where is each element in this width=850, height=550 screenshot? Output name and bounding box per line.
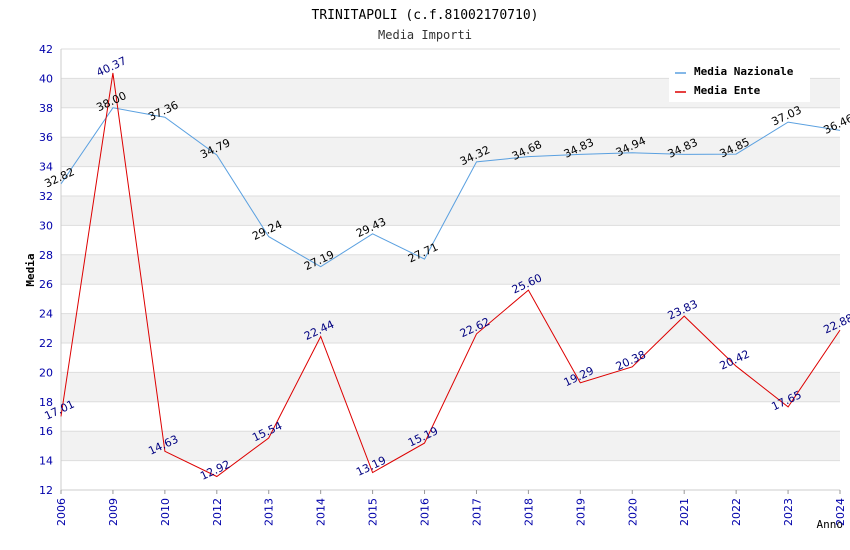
y-axis-ticks: 12 14 16 18 20 22 24 26 28 30 32 34 36 38 40 42 [39, 43, 53, 497]
y-tick-label: 22 [39, 337, 53, 350]
data-label-media-ente: 20.42 [718, 348, 752, 373]
background-band [61, 137, 840, 167]
y-tick-label: 12 [39, 484, 53, 497]
y-tick-label: 36 [39, 131, 53, 144]
x-tick-label: 2012 [211, 498, 224, 526]
legend-label-media-ente: Media Ente [694, 84, 761, 97]
y-tick-label: 38 [39, 102, 53, 115]
x-tick-label: 2010 [159, 498, 172, 526]
y-tick-label: 20 [39, 366, 53, 379]
data-label-media-ente: 20.38 [614, 348, 648, 373]
y-tick-label: 26 [39, 278, 53, 291]
x-tick-label: 2006 [55, 498, 68, 526]
background-band [61, 431, 840, 461]
background-band [61, 372, 840, 402]
y-tick-label: 18 [39, 396, 53, 409]
x-tick-label: 2019 [574, 498, 587, 526]
series-line-media-ente [60, 72, 841, 478]
y-tick-label: 40 [39, 72, 53, 85]
plot-gridlines [60, 48, 840, 491]
x-axis-label: Anno [817, 518, 844, 531]
x-tick-label: 2018 [522, 498, 535, 526]
background-band [61, 313, 840, 343]
data-label-media-nazionale: 36.46 [821, 112, 850, 137]
data-label-media-ente: 40.37 [94, 54, 128, 79]
series-line-media-nazionale [60, 107, 841, 268]
y-tick-label: 14 [39, 455, 53, 468]
y-tick-label: 34 [39, 161, 53, 174]
series-lines [60, 72, 841, 478]
x-tick-label: 2015 [367, 498, 380, 526]
x-tick-label: 2024 [834, 498, 847, 526]
y-tick-label: 32 [39, 190, 53, 203]
y-tick-label: 16 [39, 425, 53, 438]
legend: Media Nazionale Media Ente [669, 62, 810, 102]
chart-title: TRINITAPOLI (c.f.81002170710) [312, 8, 539, 23]
y-tick-label: 24 [39, 308, 53, 321]
x-tick-label: 2013 [263, 498, 276, 526]
y-axis-label: Media [24, 253, 37, 286]
chart-subtitle: Media Importi [378, 28, 472, 42]
x-tick-label: 2020 [626, 498, 639, 526]
x-tick-label: 2009 [107, 498, 120, 526]
y-tick-label: 28 [39, 249, 53, 262]
x-tick-label: 2022 [730, 498, 743, 526]
x-tick-label: 2017 [470, 498, 483, 526]
x-tick-label: 2014 [315, 498, 328, 526]
x-axis-ticks: 2006 2009 2010 2012 2013 2014 2015 2016 2017 2018… [55, 490, 847, 526]
y-tick-label: 30 [39, 219, 53, 232]
x-tick-label: 2023 [782, 498, 795, 526]
legend-box [669, 62, 810, 102]
data-label-media-ente: 12.92 [198, 458, 232, 483]
legend-label-media-nazionale: Media Nazionale [694, 65, 794, 78]
x-tick-label: 2016 [419, 498, 432, 526]
plot-background-bands [61, 78, 840, 461]
background-band [61, 254, 840, 285]
y-tick-label: 42 [39, 43, 53, 56]
x-tick-label: 2021 [678, 498, 691, 526]
